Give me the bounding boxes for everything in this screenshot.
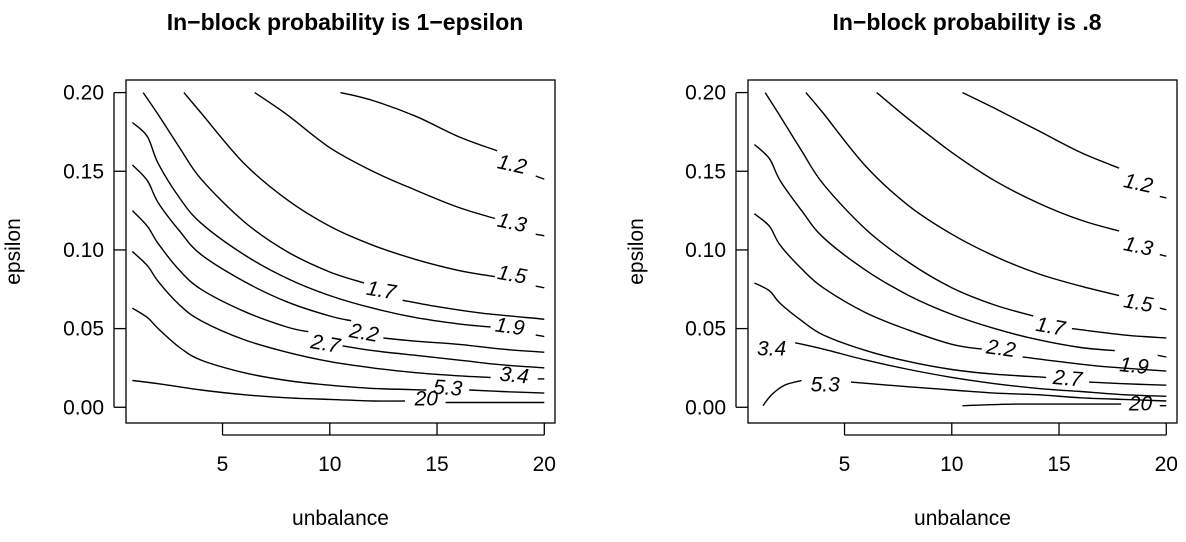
contour-line-1.7 [402, 299, 545, 320]
contour-line-2.7 [131, 210, 309, 333]
contour-line-1.7 [142, 92, 365, 284]
plot-frame [747, 79, 1178, 424]
contour-line-3.4 [131, 250, 491, 379]
contour-line-2.7 [754, 282, 1047, 379]
contour-line-1.5 [805, 92, 1120, 297]
contour-line-2.7 [1089, 381, 1167, 386]
x-tick-label: 10 [318, 453, 341, 476]
contour-label: 3.4 [498, 363, 529, 389]
contour-line-1.3 [254, 92, 496, 220]
contour-line-20 [962, 403, 1122, 407]
contour-label: 1.9 [494, 313, 526, 340]
contour-line-5.3 [762, 379, 802, 407]
contour-line-2.2 [383, 337, 545, 353]
x-axis-label: unbalance [914, 507, 1011, 530]
y-tick-label: 0.10 [63, 239, 104, 262]
x-tick-label: 15 [1047, 453, 1070, 476]
contour-label: 1.7 [1034, 313, 1068, 341]
plot-frame [125, 79, 556, 424]
y-tick-label: 0.15 [63, 160, 104, 183]
x-tick-label: 5 [217, 453, 229, 476]
contour-line-3.4 [795, 342, 1167, 397]
y-axis-label: epsilon [625, 218, 648, 285]
y-tick-label: 0.20 [685, 82, 726, 105]
panel-1: In−block probability is 1−epsilon 5 10 15 20… [2, 9, 556, 530]
contour-label: 3.4 [757, 337, 786, 360]
contour-line-5.3 [132, 307, 427, 391]
x-tick-label: 10 [940, 453, 963, 476]
contour-line-1.5 [183, 92, 496, 278]
contour-line-2.2 [753, 213, 982, 350]
contour-label: 5.3 [432, 376, 463, 401]
contour-label: 2.2 [347, 319, 381, 347]
contour-label: 20 [1128, 392, 1153, 415]
chart-title: In−block probability is .8 [832, 9, 1101, 35]
y-tick-label: 0.00 [685, 396, 726, 419]
contour-label: 5.3 [811, 374, 841, 397]
contour-line-1.3 [1159, 253, 1167, 257]
contour-line-1.9 [1157, 354, 1167, 358]
y-tick-label: 0.10 [685, 239, 726, 262]
contour-label: 20 [414, 388, 439, 411]
y-tick-label: 0.05 [63, 318, 104, 341]
contour-line-1.5 [1159, 307, 1167, 311]
chart-title: In−block probability is 1−epsilon [167, 9, 524, 35]
contour-line-20 [132, 379, 405, 402]
contour-label: 1.5 [1122, 289, 1155, 317]
y-tick-label: 0.15 [685, 160, 726, 183]
contour-label: 1.5 [496, 261, 529, 289]
contour-line-1.7 [1071, 327, 1167, 339]
contour-line-1.2 [1159, 195, 1167, 199]
contour-label: 1.3 [1122, 232, 1156, 261]
contour-line-1.2 [535, 175, 545, 180]
x-tick-label: 5 [839, 453, 851, 476]
contour-label: 2.2 [984, 335, 1017, 362]
x-tick-label: 15 [425, 453, 448, 476]
y-tick-label: 0.20 [63, 82, 104, 105]
contour-label: 1.3 [495, 209, 529, 238]
contour-label: 2.7 [1051, 366, 1084, 392]
contour-line-2.2 [1022, 356, 1167, 372]
y-axis-label: epsilon [2, 218, 25, 285]
contour-line-1.9 [131, 121, 491, 328]
contour-label: 1.9 [1118, 353, 1150, 379]
contour-label: 1.2 [495, 150, 529, 179]
contour-label: 2.7 [308, 330, 343, 358]
contour-line-1.3 [535, 233, 545, 237]
x-axis-label: unbalance [292, 507, 389, 530]
contour-label: 1.2 [1122, 169, 1156, 198]
contour-line-5.3 [850, 381, 1167, 402]
x-tick-label: 20 [533, 453, 556, 476]
contour-line-1.5 [535, 285, 545, 289]
y-tick-label: 0.05 [685, 318, 726, 341]
contour-line-1.2 [340, 91, 498, 152]
y-tick-label: 0.00 [63, 396, 104, 419]
contour-line-1.9 [753, 143, 1115, 352]
contour-label: 1.7 [365, 277, 399, 305]
contour-line-2.2 [131, 164, 352, 322]
contour-line-1.3 [876, 92, 1120, 232]
contour-line-2.7 [342, 345, 545, 369]
contour-line-1.7 [764, 92, 1034, 317]
x-tick-label: 20 [1155, 453, 1178, 476]
contour-line-1.9 [535, 334, 545, 338]
contour-line-1.2 [962, 91, 1120, 169]
panel-2: In−block probability is .8 5 10 15 20 0.00 0.0… [625, 9, 1178, 530]
contour-line-5.3 [469, 389, 545, 394]
